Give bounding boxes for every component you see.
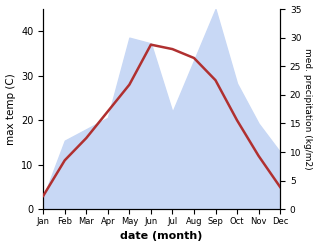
X-axis label: date (month): date (month) (121, 231, 203, 242)
Y-axis label: med. precipitation (kg/m2): med. precipitation (kg/m2) (303, 48, 313, 170)
Y-axis label: max temp (C): max temp (C) (5, 73, 16, 145)
